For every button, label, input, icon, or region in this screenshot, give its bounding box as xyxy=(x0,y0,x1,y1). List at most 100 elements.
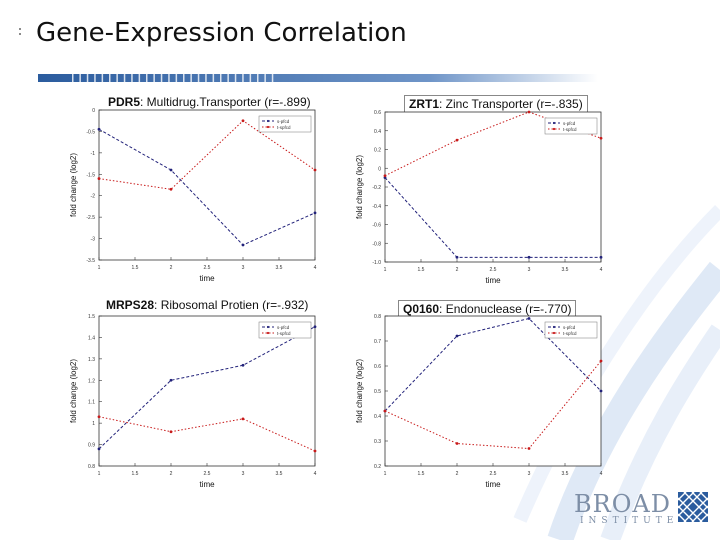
chart-title-pdr5: PDR5: Multidrug.Transporter (r=-.899) xyxy=(108,95,311,109)
y-tick-label: 1 xyxy=(92,421,95,427)
chart-mrps28: 1.51.41.31.21.110.90.81 1.5 2 2.5 3 3.5 4timef… xyxy=(69,314,317,489)
legend-marker xyxy=(552,331,556,335)
x-tick-label: 1.5 xyxy=(418,471,425,477)
x-tick-label: 2 xyxy=(456,471,459,477)
data-point-s-pfcd xyxy=(97,127,101,131)
x-tick-label: 1 xyxy=(98,265,101,271)
data-point-t-spfcd xyxy=(97,177,101,180)
data-point-s-pfcd xyxy=(169,168,173,172)
y-axis-label: fold change (log2) xyxy=(69,153,78,217)
legend-box xyxy=(544,117,598,135)
series-line-s-pfcd xyxy=(384,317,602,412)
x-tick-label: 4 xyxy=(600,267,603,273)
y-tick-label: -0.8 xyxy=(372,241,381,247)
y-tick-label: 0.2 xyxy=(374,148,381,154)
y-tick-label: 0.8 xyxy=(374,314,381,320)
y-tick-label: -2.5 xyxy=(86,215,95,221)
y-tick-label: -0.4 xyxy=(372,204,381,210)
data-point-s-pfcd xyxy=(527,317,531,320)
x-tick-label: 3.5 xyxy=(276,265,283,271)
data-point-s-pfcd xyxy=(97,447,101,451)
y-tick-label: -1 xyxy=(91,151,96,157)
data-point-t-spfcd xyxy=(241,119,245,123)
data-point-s-pfcd xyxy=(313,211,317,215)
legend-label: t-spfcd xyxy=(277,125,291,130)
x-tick-label: 2.5 xyxy=(490,267,497,273)
data-point-t-spfcd xyxy=(241,417,245,421)
data-point-t-spfcd xyxy=(527,447,531,450)
y-tick-label: -3.5 xyxy=(86,258,95,264)
legend-marker xyxy=(266,125,270,129)
series-line-t-spfcd xyxy=(384,360,602,450)
plot-area xyxy=(384,111,602,263)
data-point-t-spfcd xyxy=(599,359,603,363)
legend-box xyxy=(258,321,312,339)
x-tick-label: 4 xyxy=(314,265,317,271)
legend-marker xyxy=(552,121,556,125)
chart-title-gene: ZRT1 xyxy=(409,97,439,111)
plot-area xyxy=(98,109,316,261)
y-tick-label: -2 xyxy=(91,194,96,200)
chart-title-q0160: Q0160: Endonuclease (r=-.770) xyxy=(398,300,577,318)
y-tick-label: 1.1 xyxy=(88,400,95,406)
legend-label: s-pfcd xyxy=(563,121,576,126)
y-tick-label: 0.9 xyxy=(88,443,95,449)
data-point-t-spfcd xyxy=(383,409,387,413)
chart-title-gene: MRPS28 xyxy=(106,298,155,312)
data-point-t-spfcd xyxy=(313,449,317,453)
data-point-t-spfcd xyxy=(455,138,459,142)
x-tick-label: 3 xyxy=(528,471,531,477)
y-tick-label: -0.5 xyxy=(86,129,95,135)
y-axis-label: fold change (log2) xyxy=(355,359,364,423)
broad-logo-icon xyxy=(678,492,708,522)
x-axis-label: time xyxy=(199,480,215,489)
data-point-s-pfcd xyxy=(169,378,173,382)
x-tick-label: 3 xyxy=(242,265,245,271)
x-tick-label: 4 xyxy=(600,471,603,477)
data-point-s-pfcd xyxy=(241,363,245,367)
data-point-s-pfcd xyxy=(527,255,531,259)
data-point-s-pfcd xyxy=(599,389,603,393)
y-tick-label: -0.2 xyxy=(372,185,381,191)
x-tick-label: 3.5 xyxy=(276,471,283,477)
chart-title-mrps28: MRPS28: Ribosomal Protien (r=-.932) xyxy=(106,298,308,312)
logo-sub: INSTITUTE xyxy=(580,516,679,526)
y-tick-label: 0.3 xyxy=(374,439,381,445)
chart-title-desc: : Endonuclease (r=-.770) xyxy=(439,302,572,316)
legend-label: t-spfcd xyxy=(277,331,291,336)
legend-marker xyxy=(552,127,556,131)
y-tick-label: 0.6 xyxy=(374,364,381,370)
legend-label: s-pfcd xyxy=(277,325,290,330)
plot-area xyxy=(98,315,316,467)
x-axis-label: time xyxy=(485,480,501,489)
legend-box xyxy=(544,321,598,339)
y-tick-label: -0.6 xyxy=(372,223,381,229)
y-tick-label: -3 xyxy=(91,237,96,243)
data-point-t-spfcd xyxy=(97,415,101,419)
series-line-s-pfcd xyxy=(98,326,316,450)
chart-q0160: 0.8 0.7 0.6 0.5 0.4 0.3 0.21 1.5 2 2.5 3 3.5 4 time fo… xyxy=(355,314,603,489)
legend-marker xyxy=(266,331,270,335)
data-point-s-pfcd xyxy=(455,255,459,259)
x-tick-label: 3 xyxy=(242,471,245,477)
x-tick-label: 2.5 xyxy=(204,265,211,271)
legend-marker xyxy=(266,119,270,123)
data-point-t-spfcd xyxy=(527,110,531,114)
chart-zrt1: 0.6 0.4 0.2 0 -0.2 -0.4 -0.6 -0.8 -1.01 1.5 2 2.5 3 3… xyxy=(355,110,603,285)
chart-title-zrt1: ZRT1: Zinc Transporter (r=-.835) xyxy=(404,95,588,113)
title-bullet-icon xyxy=(18,22,22,35)
y-tick-label: -1.0 xyxy=(372,260,381,266)
y-tick-label: 0 xyxy=(378,166,381,172)
chart-title-gene: Q0160 xyxy=(403,302,440,316)
data-point-t-spfcd xyxy=(383,174,387,178)
x-tick-label: 2 xyxy=(456,267,459,273)
legend-label: s-pfcd xyxy=(563,325,576,330)
x-tick-label: 4 xyxy=(314,471,317,477)
x-axis-label: time xyxy=(199,274,215,283)
x-tick-label: 1.5 xyxy=(418,267,425,273)
x-tick-label: 3.5 xyxy=(562,471,569,477)
x-axis-label: time xyxy=(485,276,501,285)
y-axis-label: fold change (log2) xyxy=(69,359,78,423)
y-tick-label: 1.4 xyxy=(88,335,95,341)
legend-marker xyxy=(266,325,270,329)
